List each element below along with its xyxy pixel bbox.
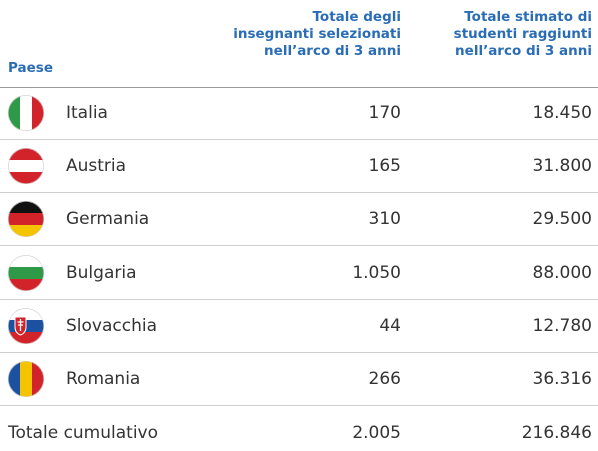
row-rule — [0, 405, 598, 406]
header-students: Totale stimato di studenti raggiunti nel… — [453, 9, 592, 59]
students: 31.800 — [532, 156, 592, 177]
country: Romania — [66, 369, 141, 389]
header-rule — [0, 87, 598, 88]
flag — [8, 148, 44, 185]
flag — [8, 361, 44, 397]
country: Italia — [66, 103, 108, 123]
flag — [8, 201, 44, 238]
total-teachers: 2.005 — [352, 423, 401, 443]
country: Austria — [66, 156, 127, 177]
row-rule — [0, 139, 598, 140]
teachers: 310 — [368, 209, 401, 230]
row-rule — [0, 351, 598, 353]
total-label: Totale cumulativo — [8, 423, 159, 443]
flag — [8, 307, 44, 344]
flag — [8, 254, 44, 291]
country: Bulgaria — [66, 262, 137, 283]
country: Germania — [66, 209, 150, 230]
row-rule — [0, 245, 598, 247]
students: 29.500 — [532, 209, 592, 230]
row-rule — [0, 298, 598, 300]
country: Slovacchia — [66, 315, 158, 336]
students: 88.000 — [532, 262, 592, 283]
teachers: 165 — [368, 156, 401, 177]
students: 36.316 — [532, 369, 592, 389]
students: 12.780 — [532, 315, 592, 336]
teachers: 1.050 — [352, 262, 401, 283]
header-teachers: Totale degli insegnanti selezionati nell… — [233, 9, 401, 59]
flag — [8, 95, 44, 131]
teachers: 170 — [368, 103, 401, 123]
header-country: Paese — [8, 60, 53, 76]
teachers: 44 — [379, 315, 401, 336]
row-rule — [0, 192, 598, 194]
teachers: 266 — [368, 369, 401, 389]
students: 18.450 — [532, 103, 592, 123]
total-students: 216.846 — [521, 423, 592, 443]
